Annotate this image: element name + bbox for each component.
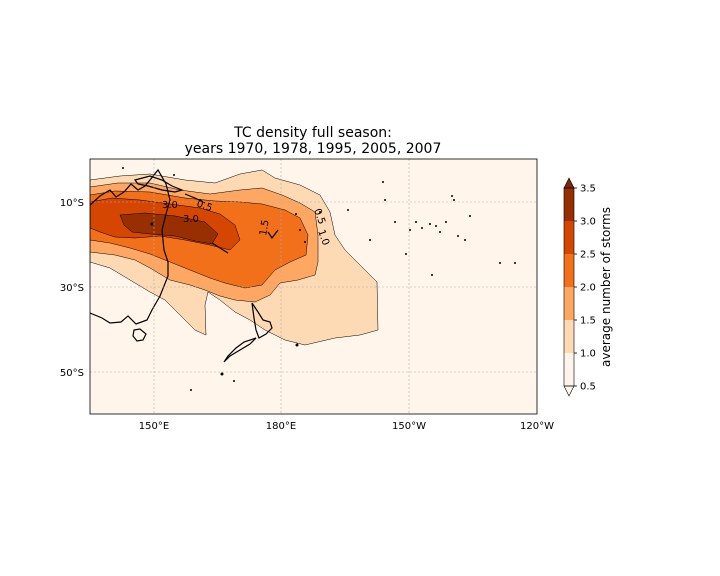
colorbar-extend-max: [563, 177, 575, 189]
x-tick-label: 150°W: [392, 421, 426, 432]
papua-new-guinea-coast: [133, 175, 184, 193]
colorbar-segment: [564, 221, 574, 254]
x-tick-label: 150°E: [139, 421, 169, 432]
y-tick-label: 50°S: [60, 368, 84, 379]
new-zealand-south-coast: [223, 337, 257, 363]
colorbar-tick-label: 1.5: [580, 316, 596, 327]
colorbar-tick-label: 3.5: [580, 184, 596, 195]
contour-label-1.0: 1.0: [315, 228, 331, 247]
vanuatu-coast: [267, 229, 279, 240]
australia-coast: [90, 168, 171, 325]
colorbar-tick-label: 0.5: [580, 382, 596, 393]
colorbar-segment: [564, 188, 574, 221]
contour-label-0.5-b: 0.5: [195, 198, 214, 214]
y-tick-label: 30°S: [60, 283, 84, 294]
colorbar-segment: [564, 254, 574, 287]
contour-label-1.5: 1.5: [258, 219, 272, 237]
contour-label-3.0-b: 3.0: [183, 214, 199, 225]
map-frame: [89, 158, 538, 415]
coastlines: [90, 168, 279, 363]
colorbar-extend-min: [563, 385, 575, 397]
colorbar-tick-label: 1.0: [580, 349, 596, 360]
y-tick-label: 10°S: [60, 198, 84, 209]
tasmania-coast: [132, 328, 147, 342]
colorbar-segment: [564, 353, 574, 386]
x-axis: 150°E 180°E 150°W 120°W: [139, 421, 554, 432]
contour-band-2.5-3.0: [119, 212, 219, 245]
small-islands: [122, 167, 516, 391]
colorbar-tick-label: 2.0: [580, 283, 596, 294]
new-caledonia-coast: [211, 242, 229, 254]
colorbar-tick-label: 3.0: [580, 217, 596, 228]
colorbar-label: average number of storms: [599, 207, 613, 367]
colorbar-segment: [564, 287, 574, 320]
y-axis: 10°S 30°S 50°S: [60, 198, 84, 379]
chart-title-line1: TC density full season:: [233, 125, 392, 141]
chart-title-line2: years 1970, 1978, 1995, 2005, 2007: [185, 141, 442, 157]
x-tick-label: 180°E: [266, 421, 296, 432]
colorbar-tick-label: 2.5: [580, 250, 596, 261]
contour-label-3.0-a: 3.0: [162, 200, 178, 211]
new-zealand-north-coast: [251, 302, 273, 339]
colorbar-segment: [564, 320, 574, 353]
colorbar: 0.5 1.0 1.5 2.0 2.5 3.0 3.5: [563, 177, 596, 397]
x-tick-label: 120°W: [520, 421, 554, 432]
gridlines: [90, 159, 537, 414]
solomon-islands-coast: [184, 193, 206, 204]
map-area: 3.0 3.0 1.5 0.5 1.0 0.5: [90, 159, 537, 414]
contour-label-0.5-a: 0.5: [311, 207, 327, 226]
